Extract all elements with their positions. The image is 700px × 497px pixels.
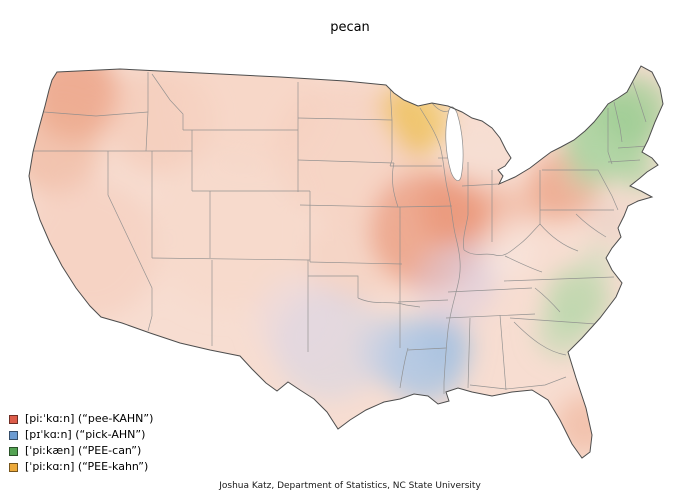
legend-swatch-pee-kahn-yellow: [9, 462, 18, 472]
legend-item: [pɪˈkɑːn] (“pick-AHN”): [9, 429, 153, 441]
legend-item: [ˈpiːkɑːn] (“PEE-kahn”): [9, 461, 153, 473]
color-field: [29, 66, 663, 458]
legend: [piːˈkɑːn] (“pee-KAHN”) [pɪˈkɑːn] (“pick…: [9, 413, 153, 473]
attribution-text: Joshua Katz, Department of Statistics, N…: [219, 481, 481, 491]
legend-label: [pɪˈkɑːn] (“pick-AHN”): [25, 428, 146, 441]
legend-swatch-pee-can-green: [9, 446, 18, 456]
legend-swatch-pee-kahn-red: [9, 414, 18, 424]
legend-label: [piːˈkɑːn] (“pee-KAHN”): [25, 412, 154, 425]
map-title: pecan: [330, 20, 370, 35]
legend-item: [ˈpiːkæn] (“PEE-can”): [9, 445, 153, 457]
us-outline: [28, 65, 664, 459]
state-borders: [33, 72, 649, 394]
legend-label: [ˈpiːkæn] (“PEE-can”): [25, 444, 142, 457]
legend-item: [piːˈkɑːn] (“pee-KAHN”): [9, 413, 153, 425]
legend-swatch-pick-ahn-blue: [9, 430, 18, 440]
legend-label: [ˈpiːkɑːn] (“PEE-kahn”): [25, 460, 149, 473]
